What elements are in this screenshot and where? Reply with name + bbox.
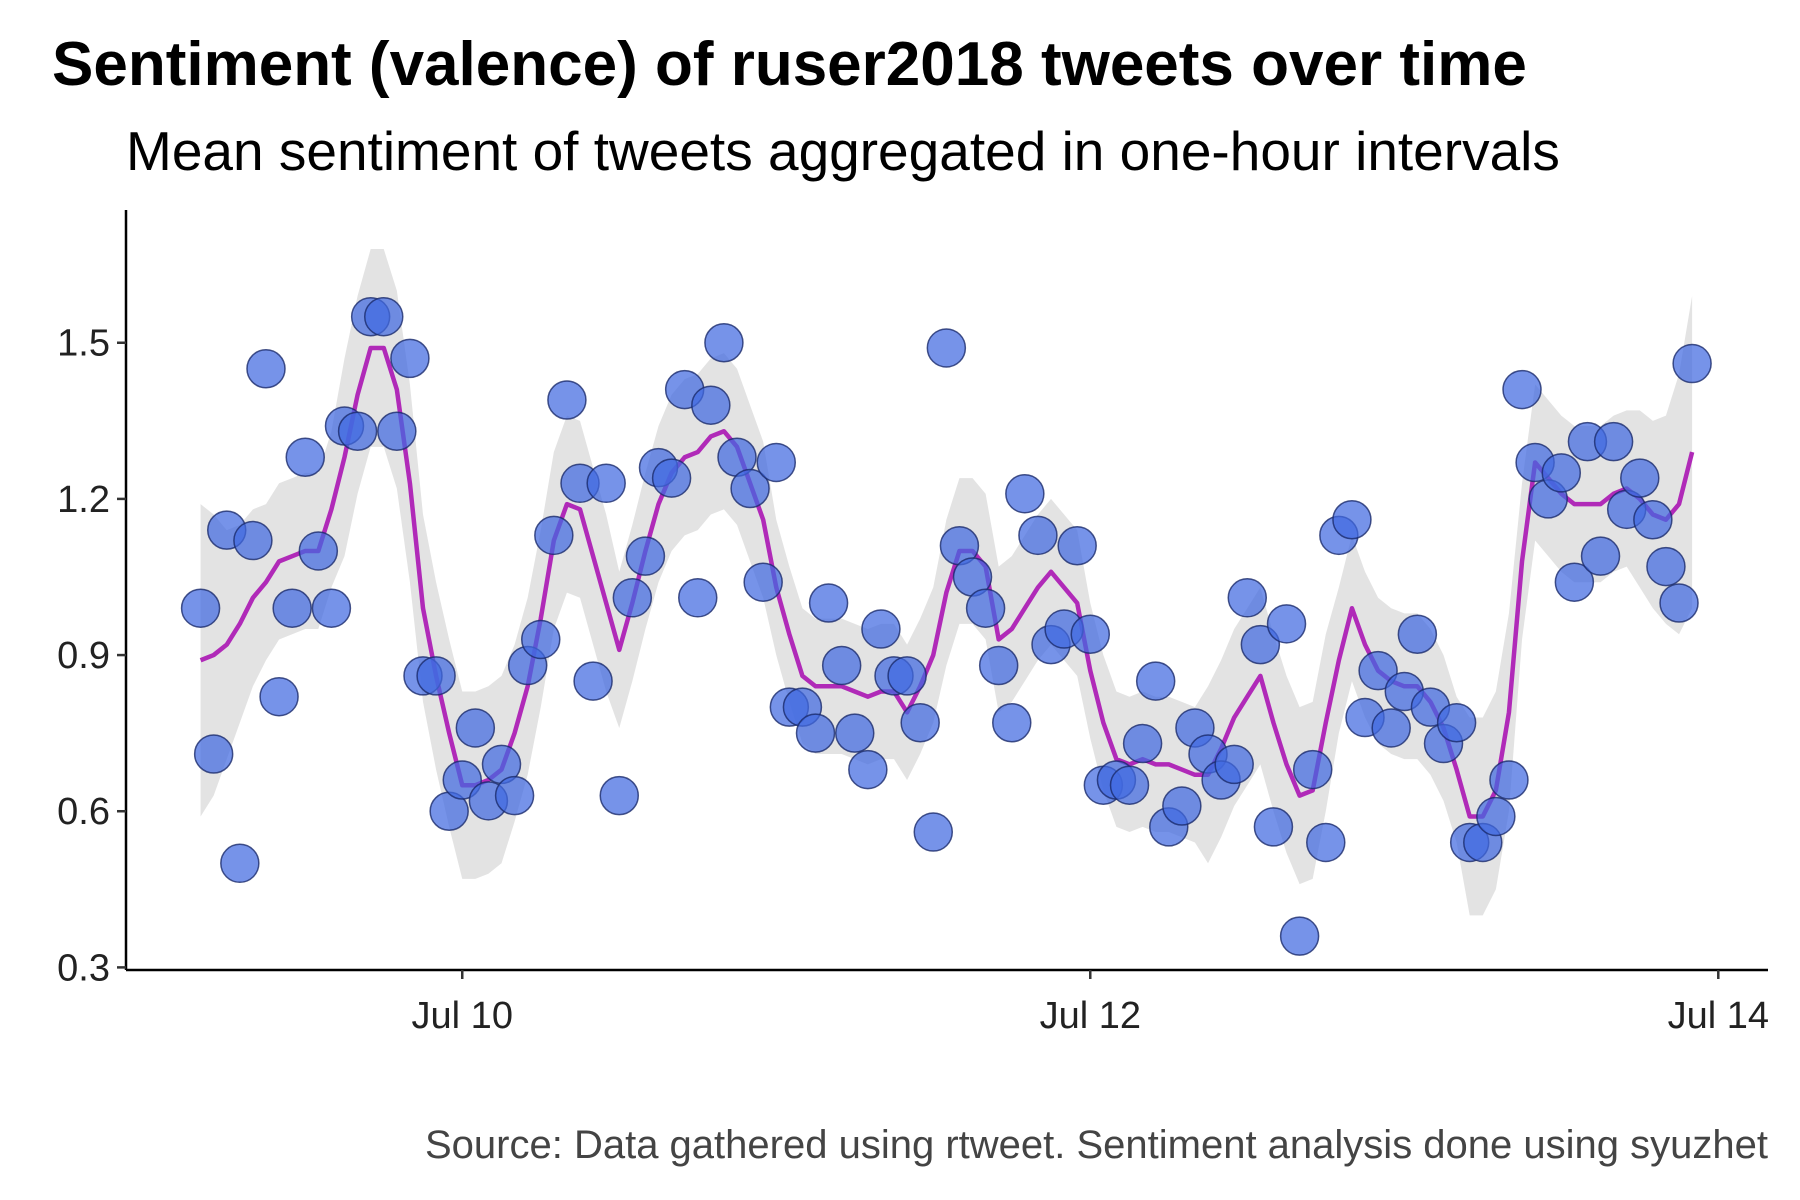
data-point: [1266, 604, 1307, 644]
data-point: [678, 578, 718, 618]
data-point: [887, 656, 927, 696]
data-point: [1593, 421, 1634, 462]
data-point: [390, 338, 430, 379]
data-point: [1135, 661, 1176, 701]
y-tick-label: 0.6: [57, 791, 110, 833]
y-tick-label: 0.9: [57, 635, 110, 677]
data-point: [246, 349, 286, 389]
data-point: [180, 588, 221, 628]
data-point: [1253, 807, 1294, 847]
data-point: [521, 619, 561, 660]
data-point: [1018, 515, 1058, 556]
data-point: [625, 536, 666, 576]
data-point: [311, 588, 352, 628]
data-point: [1371, 708, 1411, 748]
data-point: [1214, 744, 1254, 785]
data-point: [285, 437, 325, 478]
data-point: [691, 385, 731, 425]
data-point: [926, 328, 967, 368]
data-point: [455, 708, 496, 748]
x-tick-label: Jul 12: [1040, 995, 1141, 1037]
data-point: [808, 583, 849, 623]
data-point: [1646, 546, 1686, 587]
data-point: [1227, 578, 1268, 618]
data-point: [1436, 702, 1477, 743]
data-point: [377, 411, 417, 451]
data-point: [704, 322, 744, 363]
data-point: [1162, 786, 1202, 826]
data-point: [1070, 614, 1111, 654]
data-point: [1580, 536, 1621, 576]
data-point: [730, 468, 770, 509]
data-point: [363, 296, 404, 337]
data-point: [1502, 369, 1542, 410]
data-point: [1541, 453, 1582, 493]
data-point: [835, 713, 875, 753]
data-point: [1620, 458, 1660, 498]
x-tick-label: Jul 10: [412, 995, 513, 1037]
data-point: [1476, 796, 1516, 837]
data-point: [913, 812, 954, 852]
data-point: [743, 562, 783, 602]
data-point: [220, 843, 260, 884]
data-point: [795, 713, 836, 753]
data-point: [1279, 916, 1320, 956]
data-point: [233, 520, 273, 561]
data-point: [1306, 822, 1346, 863]
data-point: [651, 458, 692, 498]
data-point: [1240, 624, 1281, 665]
x-tick-label: Jul 14: [1668, 995, 1769, 1037]
data-point: [259, 676, 299, 717]
y-tick-label: 1.5: [57, 323, 110, 365]
data-point: [1332, 499, 1372, 540]
data-point: [1633, 499, 1673, 540]
chart-title: Sentiment (valence) of ruser2018 tweets …: [52, 30, 1527, 99]
data-point: [494, 775, 535, 816]
data-point: [442, 760, 483, 800]
data-point: [272, 588, 312, 628]
data-point: [900, 702, 940, 743]
data-point: [337, 411, 378, 451]
data-point: [193, 734, 234, 774]
data-point: [1554, 562, 1595, 602]
data-point: [1057, 526, 1097, 566]
chart-subtitle: Mean sentiment of tweets aggregated in o…: [126, 120, 1560, 182]
data-point: [1358, 650, 1398, 691]
data-point: [978, 645, 1019, 686]
data-point: [821, 645, 862, 686]
data-point: [1672, 343, 1712, 384]
data-point: [1122, 723, 1163, 764]
data-point: [965, 588, 1006, 628]
y-tick-label: 1.2: [57, 479, 110, 521]
data-point: [612, 578, 653, 618]
data-point: [848, 749, 888, 790]
data-point: [1397, 614, 1438, 654]
data-point: [599, 775, 640, 816]
y-tick-label: 0.3: [57, 947, 110, 989]
data-point: [547, 380, 587, 420]
data-point: [1292, 749, 1333, 790]
data-point: [756, 442, 797, 483]
data-point: [534, 515, 574, 556]
data-point: [586, 463, 626, 504]
data-point: [861, 609, 901, 649]
chart-caption: Source: Data gathered using rtweet. Sent…: [425, 1123, 1768, 1167]
data-point: [992, 702, 1032, 743]
data-point: [573, 661, 613, 701]
data-point: [1109, 765, 1150, 805]
data-point: [1659, 583, 1699, 623]
data-point: [416, 656, 456, 696]
data-point: [298, 531, 339, 571]
data-point: [1489, 760, 1529, 800]
data-point: [1005, 473, 1045, 514]
